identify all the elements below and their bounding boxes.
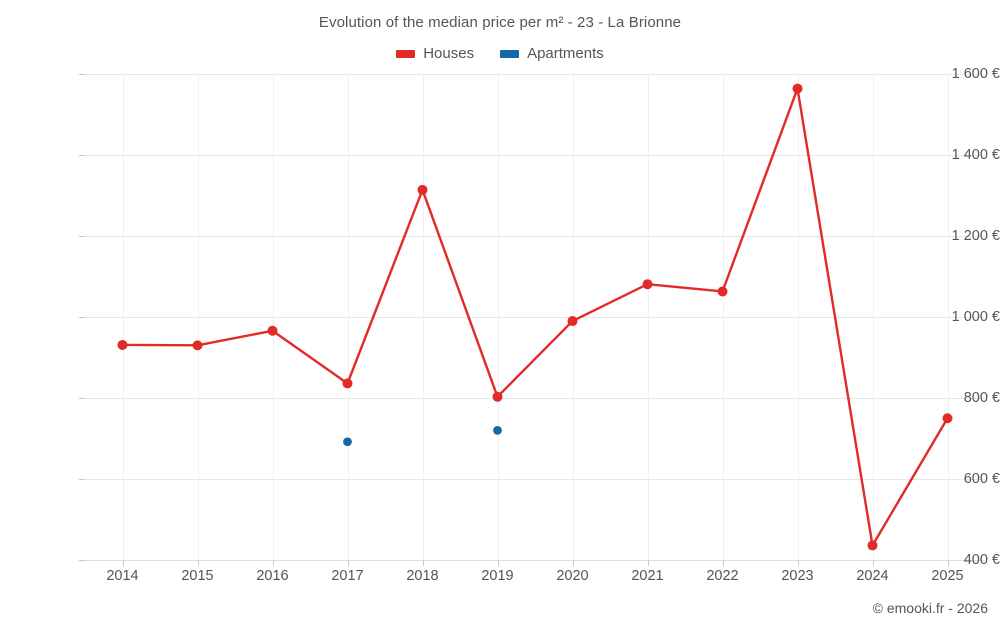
x-gridline xyxy=(947,74,949,560)
y-tick-mark xyxy=(79,236,85,237)
y-tick-mark xyxy=(79,74,85,75)
x-tick-mark xyxy=(797,560,799,566)
x-tick-label: 2021 xyxy=(631,568,664,584)
data-point-houses-2015[interactable] xyxy=(192,340,203,351)
legend-entry-houses[interactable]: Houses xyxy=(396,45,474,62)
data-point-apartments-2019[interactable] xyxy=(493,426,502,435)
y-tick-label: 1 600 € xyxy=(951,66,1000,82)
data-point-houses-2014[interactable] xyxy=(117,339,128,350)
y-tick-label: 1 400 € xyxy=(951,147,1000,163)
x-gridline xyxy=(122,74,124,560)
x-gridline xyxy=(872,74,874,560)
x-tick-label: 2022 xyxy=(706,568,739,584)
x-gridline xyxy=(347,74,349,560)
x-tick-label: 2015 xyxy=(181,568,214,584)
data-point-houses-2025[interactable] xyxy=(942,413,953,424)
data-point-houses-2024[interactable] xyxy=(867,540,878,551)
y-tick-mark xyxy=(79,317,85,318)
y-gridline xyxy=(85,236,985,237)
data-point-houses-2022[interactable] xyxy=(717,286,728,297)
y-tick-mark xyxy=(79,479,85,480)
x-tick-mark xyxy=(347,560,349,566)
chart-legend: Houses Apartments xyxy=(0,45,1000,62)
x-gridline xyxy=(422,74,424,560)
y-tick-mark xyxy=(79,398,85,399)
x-tick-label: 2020 xyxy=(556,568,589,584)
series-line-houses xyxy=(121,87,949,547)
x-tick-label: 2025 xyxy=(931,568,964,584)
y-tick-mark xyxy=(79,560,85,561)
legend-swatch-icon xyxy=(500,49,520,58)
data-point-houses-2017[interactable] xyxy=(342,378,353,389)
y-gridline xyxy=(85,479,985,480)
x-tick-mark xyxy=(647,560,649,566)
x-tick-mark xyxy=(197,560,199,566)
legend-label: Houses xyxy=(423,45,475,62)
x-gridline xyxy=(497,74,499,560)
x-tick-mark xyxy=(272,560,274,566)
x-gridline xyxy=(272,74,274,560)
x-tick-mark xyxy=(572,560,574,566)
data-point-houses-2019[interactable] xyxy=(492,391,503,402)
x-tick-mark xyxy=(422,560,424,566)
chart-title: Evolution of the median price per m² - 2… xyxy=(318,14,682,31)
x-gridline xyxy=(647,74,649,560)
x-tick-label: 2017 xyxy=(331,568,364,584)
data-point-houses-2018[interactable] xyxy=(417,184,428,195)
x-tick-label: 2018 xyxy=(406,568,439,584)
legend-swatch-icon xyxy=(396,49,416,58)
data-point-apartments-2017[interactable] xyxy=(343,437,352,447)
y-gridline xyxy=(85,398,985,399)
x-tick-label: 2016 xyxy=(256,568,289,584)
y-tick-label: 1 200 € xyxy=(951,228,1000,244)
x-tick-mark xyxy=(722,560,724,566)
x-tick-label: 2019 xyxy=(481,568,514,584)
data-point-houses-2020[interactable] xyxy=(567,316,578,327)
data-point-houses-2021[interactable] xyxy=(642,279,653,290)
data-point-houses-2016[interactable] xyxy=(267,325,278,336)
legend-label: Apartments xyxy=(527,45,604,62)
x-gridline xyxy=(797,74,799,560)
attribution-footer: © emooki.fr - 2026 xyxy=(872,600,988,616)
y-tick-label: 400 € xyxy=(963,552,1000,568)
legend-entry-apartments[interactable]: Apartments xyxy=(500,45,604,62)
y-gridline xyxy=(85,317,985,318)
x-tick-label: 2014 xyxy=(106,568,139,584)
x-gridline xyxy=(197,74,199,560)
x-gridline xyxy=(722,74,724,560)
x-tick-mark xyxy=(497,560,499,566)
y-gridline xyxy=(85,155,985,156)
data-point-houses-2023[interactable] xyxy=(792,83,803,94)
y-gridline xyxy=(85,74,985,75)
y-tick-label: 800 € xyxy=(963,390,1000,406)
x-tick-mark xyxy=(122,560,124,566)
y-tick-label: 600 € xyxy=(963,471,1000,487)
x-tick-label: 2024 xyxy=(856,568,889,584)
y-tick-label: 1 000 € xyxy=(951,309,1000,325)
x-axis-line xyxy=(85,560,985,561)
x-tick-mark xyxy=(872,560,874,566)
x-tick-label: 2023 xyxy=(781,568,814,584)
y-tick-mark xyxy=(79,155,85,156)
x-tick-mark xyxy=(947,560,949,566)
